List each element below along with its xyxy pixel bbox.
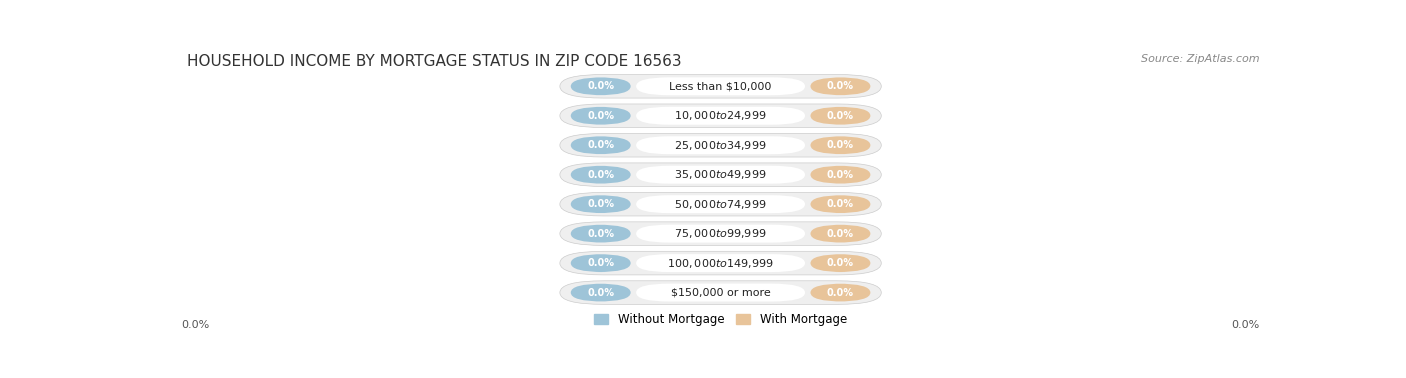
- Text: $10,000 to $24,999: $10,000 to $24,999: [675, 109, 766, 122]
- FancyBboxPatch shape: [810, 166, 870, 184]
- FancyBboxPatch shape: [636, 254, 806, 272]
- Text: $150,000 or more: $150,000 or more: [671, 288, 770, 297]
- Text: 0.0%: 0.0%: [588, 140, 614, 150]
- Text: $50,000 to $74,999: $50,000 to $74,999: [675, 198, 766, 211]
- FancyBboxPatch shape: [571, 284, 631, 302]
- FancyBboxPatch shape: [636, 166, 806, 184]
- Text: 0.0%: 0.0%: [588, 81, 614, 91]
- Text: $25,000 to $34,999: $25,000 to $34,999: [675, 139, 766, 152]
- Text: 0.0%: 0.0%: [1232, 320, 1260, 330]
- FancyBboxPatch shape: [560, 281, 882, 304]
- FancyBboxPatch shape: [560, 163, 882, 186]
- FancyBboxPatch shape: [810, 77, 870, 95]
- Text: 0.0%: 0.0%: [827, 229, 853, 239]
- Text: 0.0%: 0.0%: [827, 81, 853, 91]
- FancyBboxPatch shape: [636, 284, 806, 302]
- Text: 0.0%: 0.0%: [827, 111, 853, 121]
- Text: 0.0%: 0.0%: [588, 170, 614, 180]
- Text: 0.0%: 0.0%: [181, 320, 209, 330]
- FancyBboxPatch shape: [560, 104, 882, 127]
- Legend: Without Mortgage, With Mortgage: Without Mortgage, With Mortgage: [589, 308, 852, 330]
- FancyBboxPatch shape: [560, 133, 882, 157]
- Text: HOUSEHOLD INCOME BY MORTGAGE STATUS IN ZIP CODE 16563: HOUSEHOLD INCOME BY MORTGAGE STATUS IN Z…: [187, 54, 682, 69]
- FancyBboxPatch shape: [560, 192, 882, 216]
- Text: 0.0%: 0.0%: [827, 199, 853, 209]
- Text: 0.0%: 0.0%: [588, 258, 614, 268]
- Text: 0.0%: 0.0%: [827, 170, 853, 180]
- FancyBboxPatch shape: [571, 77, 631, 95]
- Text: 0.0%: 0.0%: [588, 111, 614, 121]
- FancyBboxPatch shape: [571, 225, 631, 243]
- FancyBboxPatch shape: [560, 222, 882, 245]
- FancyBboxPatch shape: [810, 107, 870, 125]
- Text: 0.0%: 0.0%: [588, 229, 614, 239]
- FancyBboxPatch shape: [810, 284, 870, 302]
- Text: Less than $10,000: Less than $10,000: [669, 81, 772, 91]
- FancyBboxPatch shape: [560, 74, 882, 98]
- FancyBboxPatch shape: [571, 195, 631, 213]
- FancyBboxPatch shape: [810, 136, 870, 154]
- FancyBboxPatch shape: [636, 107, 806, 125]
- FancyBboxPatch shape: [571, 136, 631, 154]
- FancyBboxPatch shape: [571, 254, 631, 272]
- FancyBboxPatch shape: [636, 195, 806, 213]
- FancyBboxPatch shape: [636, 77, 806, 95]
- Text: 0.0%: 0.0%: [588, 288, 614, 297]
- Text: 0.0%: 0.0%: [827, 288, 853, 297]
- FancyBboxPatch shape: [810, 254, 870, 272]
- Text: $100,000 to $149,999: $100,000 to $149,999: [668, 257, 773, 270]
- FancyBboxPatch shape: [810, 225, 870, 243]
- Text: $35,000 to $49,999: $35,000 to $49,999: [675, 168, 766, 181]
- Text: Source: ZipAtlas.com: Source: ZipAtlas.com: [1142, 54, 1260, 64]
- Text: 0.0%: 0.0%: [827, 140, 853, 150]
- FancyBboxPatch shape: [636, 136, 806, 154]
- Text: 0.0%: 0.0%: [827, 258, 853, 268]
- FancyBboxPatch shape: [810, 195, 870, 213]
- Text: $75,000 to $99,999: $75,000 to $99,999: [675, 227, 766, 240]
- Text: 0.0%: 0.0%: [588, 199, 614, 209]
- FancyBboxPatch shape: [571, 166, 631, 184]
- FancyBboxPatch shape: [560, 251, 882, 275]
- FancyBboxPatch shape: [571, 107, 631, 125]
- FancyBboxPatch shape: [636, 225, 806, 243]
